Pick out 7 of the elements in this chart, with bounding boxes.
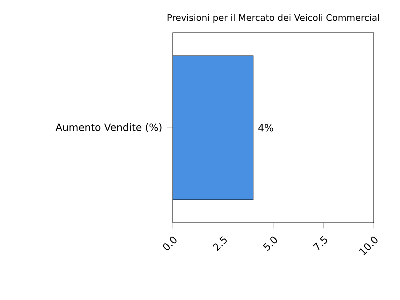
- x-tick-label: 2.5: [212, 236, 227, 252]
- y-tick-label: Aumento Vendite (%): [56, 124, 162, 132]
- chart-title: Previsioni per il Mercato dei Veicoli Commercial: [168, 14, 380, 23]
- x-tick-label: 5.0: [263, 236, 278, 252]
- data-label: 4%: [258, 124, 274, 132]
- x-tick-label: 7.5: [313, 236, 328, 250]
- x-tick-label: 0.0: [163, 236, 177, 250]
